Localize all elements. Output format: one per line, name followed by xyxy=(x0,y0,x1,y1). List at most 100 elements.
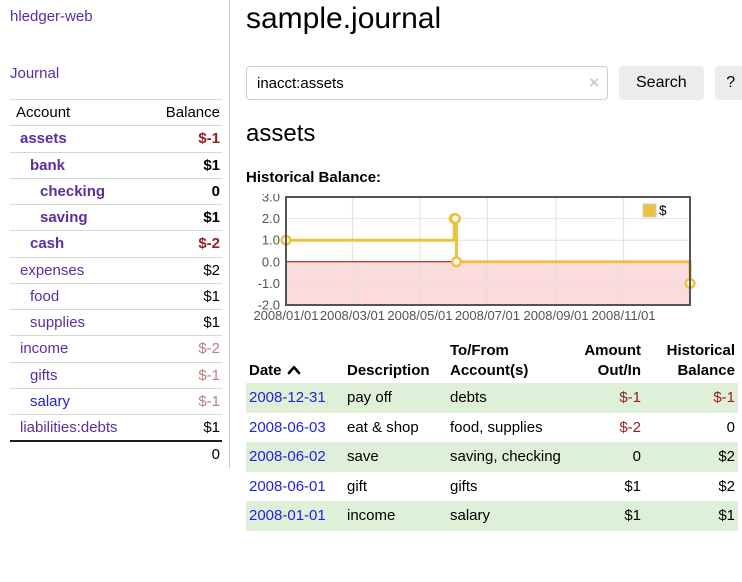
col-description: Description xyxy=(344,338,447,383)
account-balance: $1 xyxy=(148,205,222,231)
transaction-description: income xyxy=(344,501,447,531)
transaction-accounts: food, supplies xyxy=(447,413,565,443)
account-balance: $1 xyxy=(148,152,222,178)
transaction-row: 2008-06-01 gift gifts $1 $2 xyxy=(246,472,738,502)
main-panel: sample.journal × Search ? assets Histori… xyxy=(230,0,742,531)
account-link[interactable]: gifts xyxy=(30,367,58,384)
transaction-accounts: salary xyxy=(447,501,565,531)
transaction-amount: $-2 xyxy=(565,413,644,443)
app-window: hledger-web Journal Account Balance asse… xyxy=(0,0,742,531)
transaction-amount: $-1 xyxy=(565,383,644,413)
account-link[interactable]: cash xyxy=(30,235,64,252)
svg-text:2008/01/01: 2008/01/01 xyxy=(253,308,318,323)
account-link[interactable]: food xyxy=(30,288,59,305)
search-field-wrap: × xyxy=(246,66,608,100)
transaction-balance: $1 xyxy=(644,501,738,531)
account-balance: $1 xyxy=(148,283,222,309)
search-button[interactable]: Search xyxy=(619,66,704,100)
account-row: saving $1 xyxy=(10,205,222,231)
account-link[interactable]: assets xyxy=(20,130,67,147)
sidebar: hledger-web Journal Account Balance asse… xyxy=(0,0,230,468)
account-link[interactable]: supplies xyxy=(30,314,85,331)
transaction-date-link[interactable]: 2008-01-01 xyxy=(249,507,326,524)
transaction-description: pay off xyxy=(344,383,447,413)
transaction-accounts: gifts xyxy=(447,472,565,502)
transaction-balance: $2 xyxy=(644,442,738,472)
search-input[interactable] xyxy=(246,66,608,100)
account-row: income $-2 xyxy=(10,336,222,362)
svg-text:2008/09/01: 2008/09/01 xyxy=(524,308,589,323)
col-balance: Historical Balance xyxy=(644,338,738,383)
account-row: bank $1 xyxy=(10,152,222,178)
account-link[interactable]: income xyxy=(20,340,68,357)
accounts-total-row: 0 xyxy=(10,441,222,467)
account-row: checking 0 xyxy=(10,178,222,204)
transaction-amount: $1 xyxy=(565,472,644,502)
svg-text:0.0: 0.0 xyxy=(262,254,280,269)
account-balance: $-2 xyxy=(148,231,222,257)
svg-text:2008/11/01: 2008/11/01 xyxy=(592,308,656,323)
svg-text:2008/07/01: 2008/07/01 xyxy=(455,308,520,323)
account-row: gifts $-1 xyxy=(10,362,222,388)
transaction-date-link[interactable]: 2008-06-03 xyxy=(249,419,326,436)
col-accounts: To/From Account(s) xyxy=(447,338,565,383)
accounts-header-balance: Balance xyxy=(148,100,222,126)
account-link[interactable]: bank xyxy=(30,157,65,174)
svg-text:2008/05/01: 2008/05/01 xyxy=(387,308,452,323)
svg-text:2.0: 2.0 xyxy=(262,211,280,226)
transaction-date-link[interactable]: 2008-06-02 xyxy=(249,448,326,465)
account-balance: $-2 xyxy=(148,336,222,362)
accounts-table: Account Balance assets $-1 bank $1 check… xyxy=(10,99,222,468)
accounts-header-account: Account xyxy=(10,100,148,126)
account-balance: $1 xyxy=(148,415,222,442)
accounts-total-balance: 0 xyxy=(148,441,222,467)
svg-text:3.0: 3.0 xyxy=(262,194,280,205)
transaction-balance: 0 xyxy=(644,413,738,443)
brand-link[interactable]: hledger-web xyxy=(10,8,221,25)
svg-text:1.0: 1.0 xyxy=(262,233,280,248)
register-table: Date Description To/From Account(s) Amou… xyxy=(246,338,738,531)
nav-journal-link[interactable]: Journal xyxy=(10,65,221,82)
account-row: liabilities:debts $1 xyxy=(10,415,222,442)
col-amount: Amount Out/In xyxy=(565,338,644,383)
account-row: supplies $1 xyxy=(10,310,222,336)
col-date-sortable[interactable]: Date xyxy=(246,338,344,383)
account-balance: $-1 xyxy=(148,388,222,414)
accounts-header-row: Account Balance xyxy=(10,100,222,126)
account-link[interactable]: checking xyxy=(40,183,105,200)
account-heading: assets xyxy=(246,120,742,148)
account-link[interactable]: saving xyxy=(40,209,88,226)
svg-text:2008/03/01: 2008/03/01 xyxy=(320,308,385,323)
help-button[interactable]: ? xyxy=(715,66,742,100)
search-bar: × Search ? xyxy=(246,66,742,100)
transaction-row: 2008-06-03 eat & shop food, supplies $-2… xyxy=(246,413,738,443)
account-balance: 0 xyxy=(148,178,222,204)
transaction-accounts: debts xyxy=(447,383,565,413)
sort-ascending-icon xyxy=(287,364,301,375)
transaction-balance: $2 xyxy=(644,472,738,502)
account-link[interactable]: liabilities:debts xyxy=(20,419,118,436)
svg-text:$: $ xyxy=(659,203,667,218)
transaction-accounts: saving, checking xyxy=(447,442,565,472)
account-row: expenses $2 xyxy=(10,257,222,283)
account-row: cash $-2 xyxy=(10,231,222,257)
account-row: food $1 xyxy=(10,283,222,309)
transaction-row: 2008-06-02 save saving, checking 0 $2 xyxy=(246,442,738,472)
account-link[interactable]: salary xyxy=(30,393,70,410)
account-row: assets $-1 xyxy=(10,126,222,152)
account-link[interactable]: expenses xyxy=(20,262,84,279)
transaction-description: gift xyxy=(344,472,447,502)
transaction-row: 2008-01-01 income salary $1 $1 xyxy=(246,501,738,531)
transaction-balance: $-1 xyxy=(644,383,738,413)
clear-search-icon[interactable]: × xyxy=(589,74,599,91)
transaction-row: 2008-12-31 pay off debts $-1 $-1 xyxy=(246,383,738,413)
account-balance: $2 xyxy=(148,257,222,283)
svg-text:-1.0: -1.0 xyxy=(258,276,280,291)
register-header-row: Date Description To/From Account(s) Amou… xyxy=(246,338,738,383)
transaction-date-link[interactable]: 2008-12-31 xyxy=(249,389,326,406)
transaction-amount: 0 xyxy=(565,442,644,472)
chart-title: Historical Balance: xyxy=(246,169,742,186)
transaction-description: save xyxy=(344,442,447,472)
account-row: salary $-1 xyxy=(10,388,222,414)
transaction-date-link[interactable]: 2008-06-01 xyxy=(249,478,326,495)
